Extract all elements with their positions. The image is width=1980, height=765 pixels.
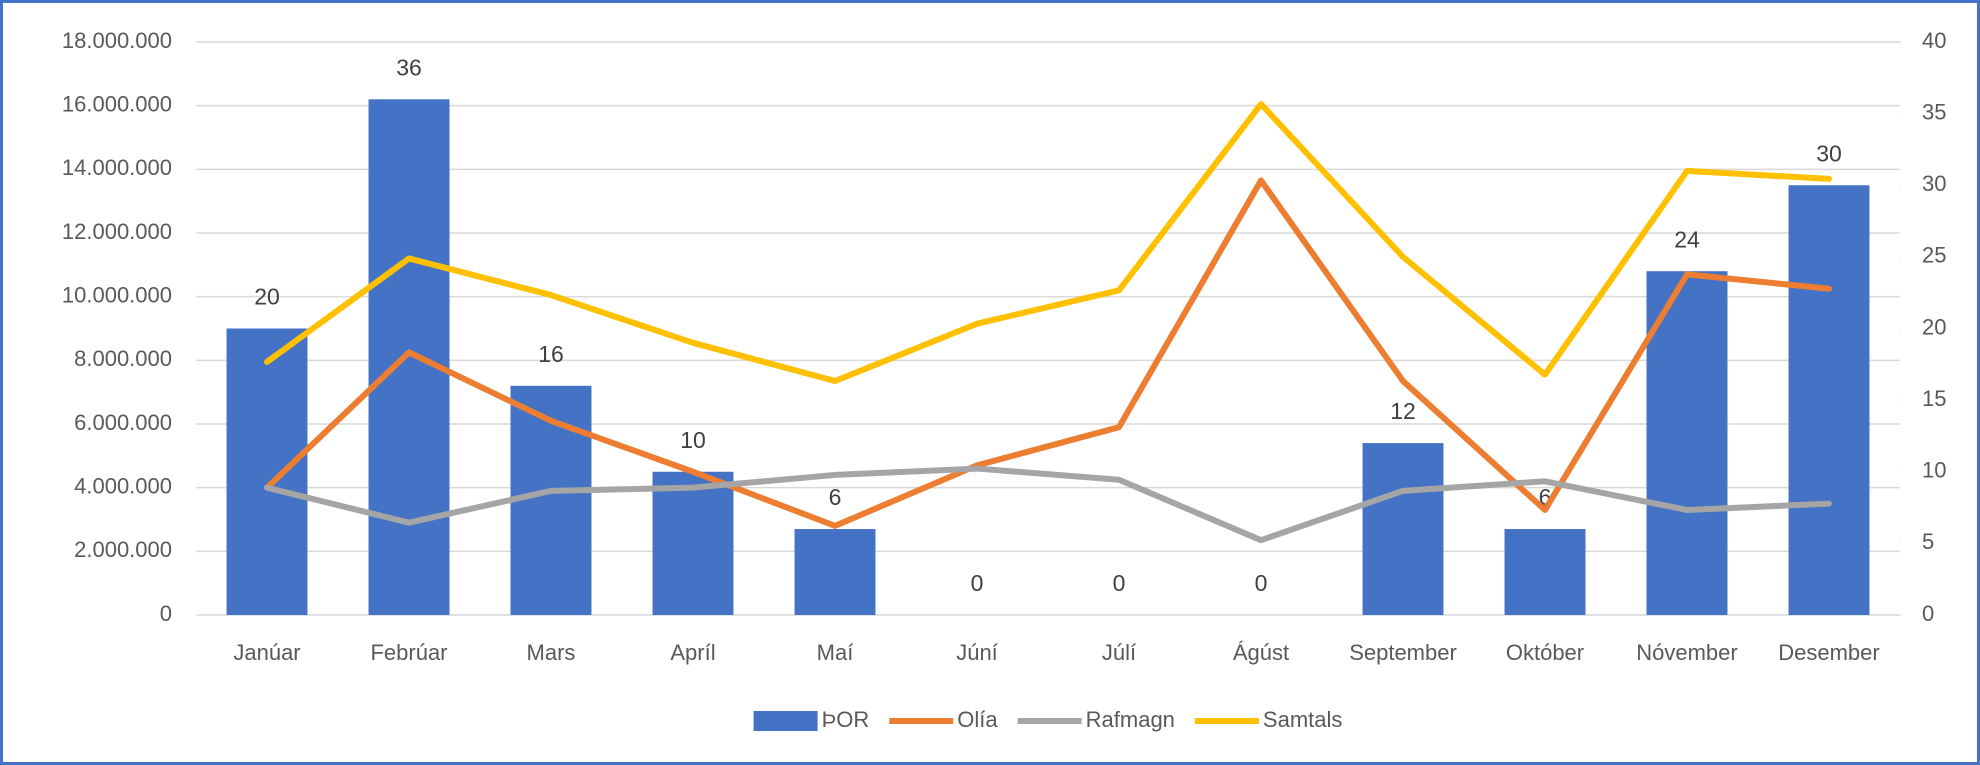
y2-tick-label: 5 xyxy=(1922,529,1934,554)
bar xyxy=(226,328,308,615)
line xyxy=(264,101,1832,385)
y2-tick-label: 30 xyxy=(1922,171,1946,196)
y-tick-label: 18.000.000 xyxy=(62,28,172,53)
x-tick-label: Apríl xyxy=(670,640,715,665)
data-label: 10 xyxy=(680,427,706,453)
data-label: 36 xyxy=(396,54,422,80)
bar xyxy=(368,99,450,616)
y-tick-label: 10.000.000 xyxy=(62,282,172,307)
bar xyxy=(652,471,734,615)
y-tick-label: 2.000.000 xyxy=(74,537,172,562)
legend-label: Rafmagn xyxy=(1086,707,1175,732)
y-tick-label: 4.000.000 xyxy=(74,473,172,498)
legend-label: ÞOR xyxy=(822,707,870,732)
legend: ÞOR Olía Rafmagn Samtals xyxy=(753,707,1342,732)
x-tick-label: Júní xyxy=(956,640,998,665)
y-tick-label: 8.000.000 xyxy=(74,346,172,371)
data-label: 0 xyxy=(1113,570,1126,596)
bar xyxy=(1788,185,1870,615)
legend-swatch xyxy=(753,711,818,731)
x-tick-label: Desember xyxy=(1778,640,1879,665)
legend-label: Samtals xyxy=(1263,707,1342,732)
x-tick-label: September xyxy=(1349,640,1457,665)
line xyxy=(264,177,1832,529)
bar xyxy=(1362,443,1444,615)
y2-tick-label: 0 xyxy=(1922,601,1934,626)
x-tick-label: Júlí xyxy=(1102,640,1136,665)
line xyxy=(264,465,1832,544)
y2-tick-label: 20 xyxy=(1922,314,1946,339)
data-label: 16 xyxy=(538,341,564,367)
y2-tick-label: 15 xyxy=(1922,386,1946,411)
y2-tick-label: 40 xyxy=(1922,28,1946,53)
y2-tick-label: 35 xyxy=(1922,99,1946,124)
y-tick-label: 6.000.000 xyxy=(74,410,172,435)
bar xyxy=(1646,271,1728,615)
data-label: 30 xyxy=(1816,140,1842,166)
data-label: 24 xyxy=(1674,226,1700,252)
y2-tick-label: 10 xyxy=(1922,458,1946,483)
x-tick-label: Ágúst xyxy=(1233,640,1289,665)
y-tick-label: 0 xyxy=(160,601,172,626)
x-tick-label: Maí xyxy=(817,640,854,665)
bar xyxy=(1504,529,1586,615)
x-tick-label: Janúar xyxy=(233,640,300,665)
legend-label: Olía xyxy=(957,707,998,732)
x-tick-label: Nóvember xyxy=(1636,640,1737,665)
y-tick-label: 14.000.000 xyxy=(62,155,172,180)
bar xyxy=(794,529,876,615)
x-tick-label: Mars xyxy=(527,640,576,665)
data-label: 0 xyxy=(1255,570,1268,596)
y-tick-label: 12.000.000 xyxy=(62,219,172,244)
data-label: 20 xyxy=(254,284,280,310)
data-label: 0 xyxy=(971,570,984,596)
x-tick-label: Febrúar xyxy=(370,640,447,665)
y2-tick-label: 25 xyxy=(1922,243,1946,268)
data-label: 6 xyxy=(829,484,842,510)
x-tick-label: Október xyxy=(1506,640,1584,665)
data-label: 12 xyxy=(1390,398,1416,424)
y-tick-label: 16.000.000 xyxy=(62,91,172,116)
